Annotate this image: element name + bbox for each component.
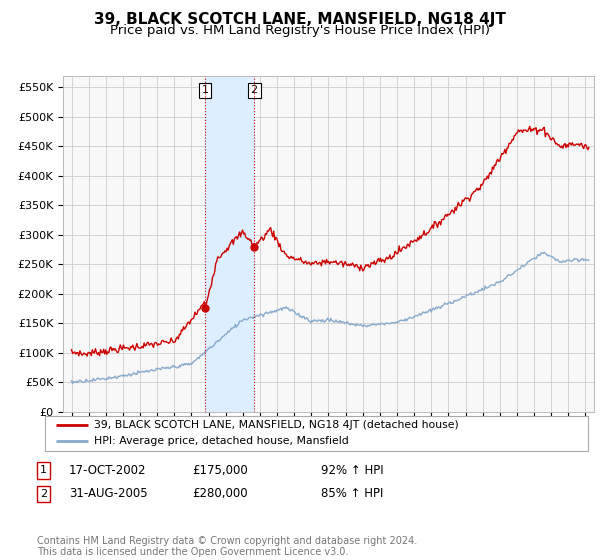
Text: Price paid vs. HM Land Registry's House Price Index (HPI): Price paid vs. HM Land Registry's House … xyxy=(110,24,490,37)
Text: Contains HM Land Registry data © Crown copyright and database right 2024.
This d: Contains HM Land Registry data © Crown c… xyxy=(37,535,418,557)
Text: 2: 2 xyxy=(40,489,47,499)
Text: 31-AUG-2005: 31-AUG-2005 xyxy=(69,487,148,501)
Text: 85% ↑ HPI: 85% ↑ HPI xyxy=(321,487,383,501)
Text: 39, BLACK SCOTCH LANE, MANSFIELD, NG18 4JT (detached house): 39, BLACK SCOTCH LANE, MANSFIELD, NG18 4… xyxy=(94,421,458,431)
Text: £280,000: £280,000 xyxy=(192,487,248,501)
Text: 1: 1 xyxy=(202,85,208,95)
Text: £175,000: £175,000 xyxy=(192,464,248,477)
Text: HPI: Average price, detached house, Mansfield: HPI: Average price, detached house, Mans… xyxy=(94,436,349,446)
Text: 1: 1 xyxy=(40,465,47,475)
Text: 2: 2 xyxy=(251,85,258,95)
Bar xyxy=(205,76,254,412)
Text: 17-OCT-2002: 17-OCT-2002 xyxy=(69,464,146,477)
Text: 92% ↑ HPI: 92% ↑ HPI xyxy=(321,464,383,477)
Text: 39, BLACK SCOTCH LANE, MANSFIELD, NG18 4JT: 39, BLACK SCOTCH LANE, MANSFIELD, NG18 4… xyxy=(94,12,506,27)
